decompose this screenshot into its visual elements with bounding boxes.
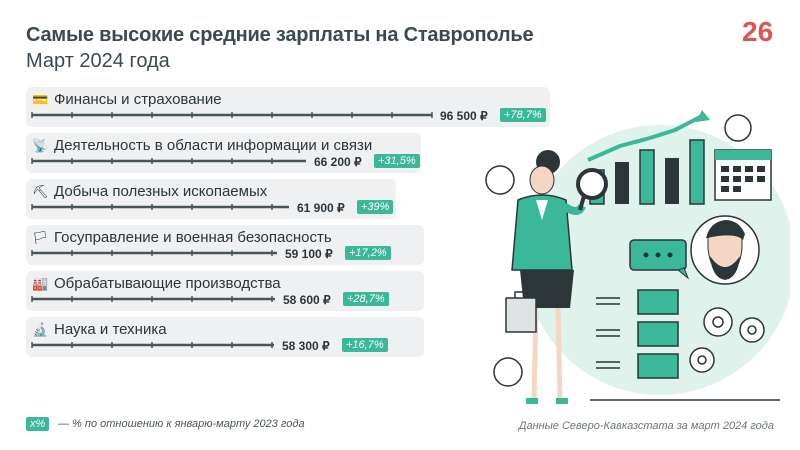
bar-row: 🏳 Госуправление и военная безопасность 59 … <box>26 225 424 265</box>
logo-text: 26 <box>742 16 773 46</box>
folders-icon <box>596 289 679 379</box>
woman-figure-icon <box>505 150 608 404</box>
page-subtitle: Март 2024 года <box>26 50 170 72</box>
category-label: 🏳 Госуправление и военная безопасность <box>32 229 332 246</box>
page-title: Самые высокие средние зарплаты на Ставро… <box>26 24 534 46</box>
salary-chart: 💳 Финансы и страхование 96 500 ₽ +78,7% 📡 Дея… <box>26 87 550 363</box>
legend-badge: х% <box>26 417 50 431</box>
category-text: Добыча полезных ископаемых <box>54 183 268 200</box>
change-badge: +31,5% <box>374 154 420 168</box>
category-text: Обрабатывающие производства <box>54 275 281 292</box>
value-label: 96 500 ₽ <box>440 109 488 123</box>
category-text: Деятельность в области информации и связ… <box>54 137 373 154</box>
value-label: 58 300 ₽ <box>282 339 330 353</box>
category-label: ⛏ Добыча полезных ископаемых <box>32 183 267 200</box>
bar <box>31 342 274 348</box>
factory-icon: 🏭 <box>32 275 49 291</box>
bar-row: 🏭 Обрабатывающие производства 58 600 ₽ +28,… <box>26 271 424 311</box>
value-label: 59 100 ₽ <box>285 247 333 261</box>
bar-row: 💳 Финансы и страхование 96 500 ₽ +78,7% <box>26 87 550 127</box>
chat-bubble-icon <box>629 239 690 280</box>
bar-row: 📡 Деятельность в области информации и свя… <box>26 133 421 173</box>
source-note: Данные Северо-Кавказстата за март 2024 г… <box>518 420 774 432</box>
bar <box>31 250 277 256</box>
calendar-icon <box>714 149 772 201</box>
magnifier-icon <box>576 168 608 211</box>
bar <box>31 204 289 210</box>
bar <box>31 296 275 302</box>
category-text: Финансы и страхование <box>54 91 222 108</box>
change-badge: +39% <box>357 200 394 214</box>
microscope-icon: 🔬 <box>32 321 49 337</box>
man-avatar-icon <box>690 215 760 285</box>
pickaxe-icon: ⛏ <box>32 183 49 199</box>
category-label: 🏭 Обрабатывающие производства <box>32 275 281 292</box>
category-label: 💳 Финансы и страхование <box>32 91 222 108</box>
bar-row: 🔬 Наука и техника 58 300 ₽ +16,7% <box>26 317 424 357</box>
bar <box>31 112 433 118</box>
value-label: 58 600 ₽ <box>283 293 331 307</box>
change-badge: +16,7% <box>342 338 388 352</box>
change-badge: +78,7% <box>500 108 546 122</box>
credit-card-icon: 💳 <box>32 91 49 107</box>
bar <box>31 158 306 164</box>
satellite-dish-icon: 📡 <box>32 137 49 153</box>
russia-flag-icon: 🏳 <box>32 229 49 245</box>
category-label: 📡 Деятельность в области информации и свя… <box>32 137 372 154</box>
logo-icon: 26 <box>742 16 773 46</box>
gears-icon <box>689 307 765 373</box>
briefcase-icon <box>505 291 537 333</box>
illustration <box>485 110 790 404</box>
change-badge: +17,2% <box>345 246 391 260</box>
category-label: 🔬 Наука и техника <box>32 321 167 338</box>
change-badge: +28,7% <box>343 292 389 306</box>
value-label: 66 200 ₽ <box>314 155 362 169</box>
value-label: 61 900 ₽ <box>297 201 345 215</box>
bar-row: ⛏ Добыча полезных ископаемых 61 900 ₽ +39% <box>26 179 396 219</box>
category-text: Наука и техника <box>54 321 167 338</box>
category-text: Госуправление и военная безопасность <box>54 229 332 246</box>
legend-text: — % по отношению к январю-марту 2023 год… <box>58 418 305 430</box>
